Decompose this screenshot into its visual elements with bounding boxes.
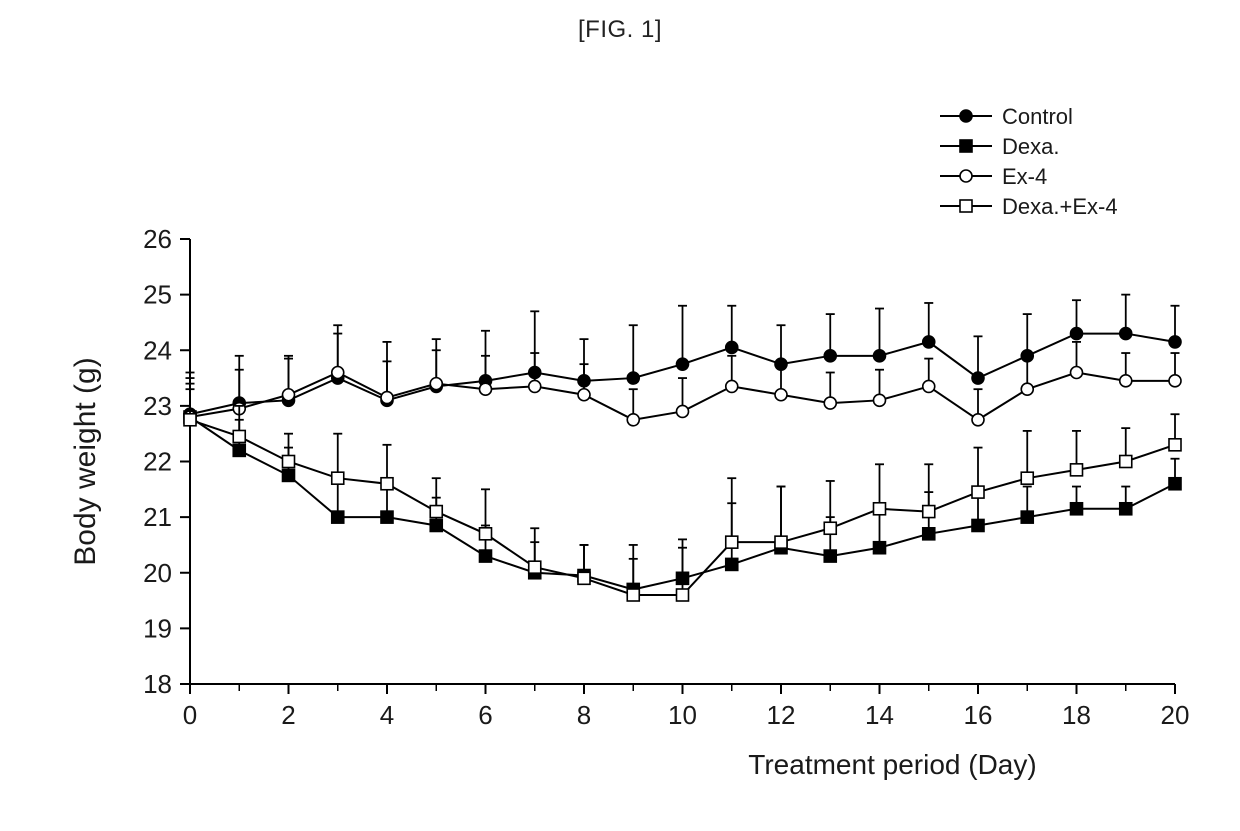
legend-label: Dexa.	[1002, 134, 1059, 159]
chart-container: 18192021222324252602468101214161820Body …	[0, 44, 1240, 824]
x-tick-label: 10	[668, 700, 697, 730]
x-tick-label: 0	[183, 700, 197, 730]
x-tick-label: 8	[577, 700, 591, 730]
x-tick-label: 18	[1062, 700, 1091, 730]
y-tick-label: 23	[143, 391, 172, 421]
x-tick-label: 12	[767, 700, 796, 730]
legend-label: Control	[1002, 104, 1073, 129]
series-dexa-ex-4	[184, 389, 1181, 601]
x-tick-label: 6	[478, 700, 492, 730]
legend: Control Dexa. Ex-4 Dexa.+Ex-4	[940, 104, 1118, 219]
figure-caption: [FIG. 1]	[0, 0, 1240, 44]
x-tick-label: 20	[1161, 700, 1190, 730]
y-tick-label: 22	[143, 447, 172, 477]
y-tick-label: 20	[143, 558, 172, 588]
x-tick-label: 16	[964, 700, 993, 730]
body-weight-chart: 18192021222324252602468101214161820Body …	[0, 44, 1240, 824]
x-tick-label: 14	[865, 700, 894, 730]
y-tick-label: 25	[143, 280, 172, 310]
x-tick-label: 4	[380, 700, 394, 730]
y-tick-label: 24	[143, 335, 172, 365]
y-tick-label: 18	[143, 669, 172, 699]
y-tick-label: 19	[143, 613, 172, 643]
x-tick-label: 2	[281, 700, 295, 730]
legend-label: Dexa.+Ex-4	[1002, 194, 1118, 219]
legend-label: Ex-4	[1002, 164, 1047, 189]
y-tick-label: 21	[143, 502, 172, 532]
y-axis-title: Body weight (g)	[69, 357, 102, 565]
x-axis-title: Treatment period (Day)	[748, 749, 1036, 780]
y-tick-label: 26	[143, 224, 172, 254]
